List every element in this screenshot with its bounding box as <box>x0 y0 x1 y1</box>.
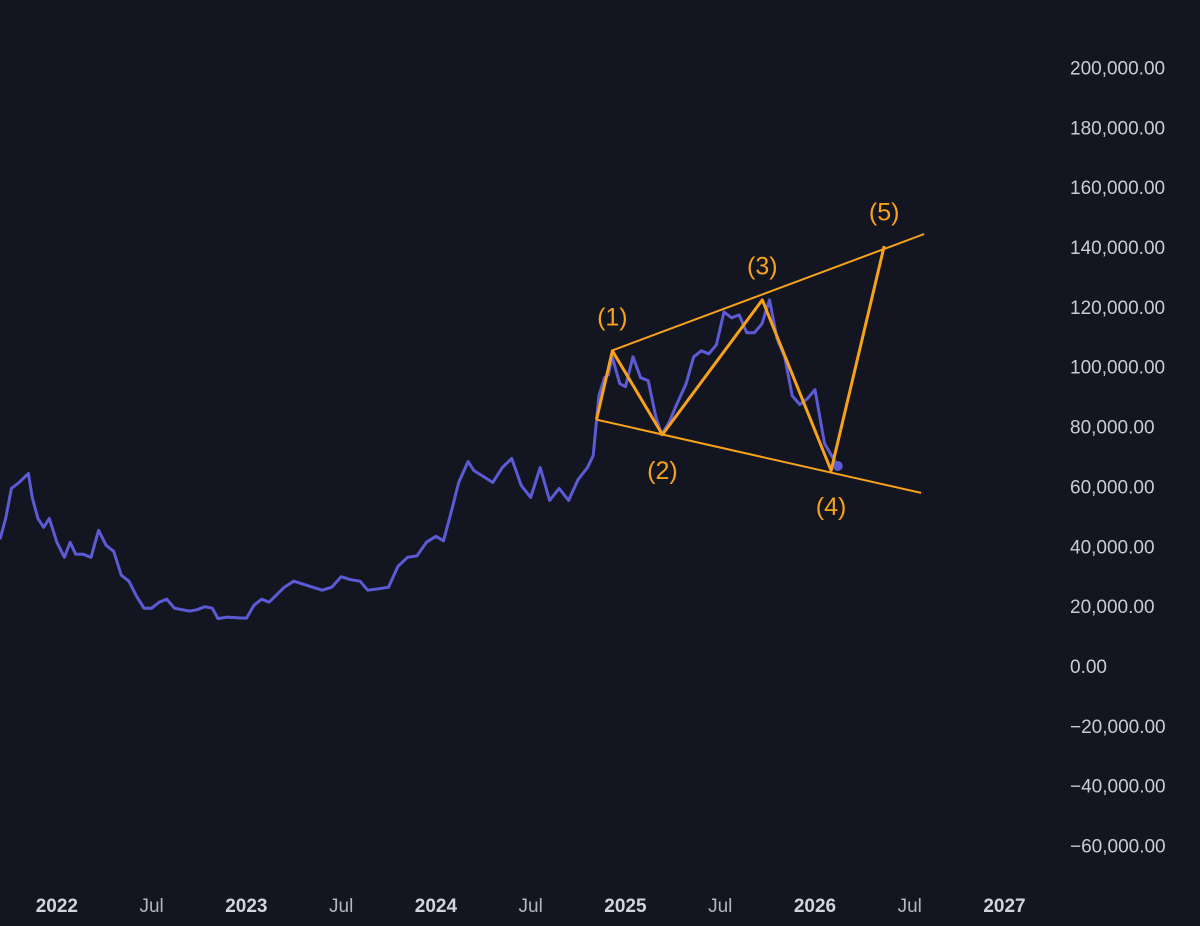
x-tick-label: Jul <box>519 896 543 917</box>
y-tick-label: 160,000.00 <box>1070 178 1165 199</box>
y-tick-label: 120,000.00 <box>1070 298 1165 319</box>
wave-line <box>595 245 886 472</box>
x-tick-label: 2024 <box>415 896 458 917</box>
x-tick-label: Jul <box>329 896 353 917</box>
y-tick-label: −60,000.00 <box>1070 837 1166 858</box>
channel-lower-line <box>596 418 922 494</box>
y-tick-label: 140,000.00 <box>1070 238 1165 259</box>
x-tick-label: 2025 <box>604 896 647 917</box>
y-tick-label: 200,000.00 <box>1070 58 1165 79</box>
x-tick-label: Jul <box>898 896 922 917</box>
wave-label: (1) <box>597 303 628 331</box>
y-tick-label: 20,000.00 <box>1070 597 1155 618</box>
x-tick-label: 2022 <box>36 896 78 917</box>
wave-label: (3) <box>747 252 778 280</box>
y-tick-label: 60,000.00 <box>1070 477 1155 498</box>
y-tick-label: 0.00 <box>1070 657 1107 678</box>
x-tick-label: 2026 <box>794 896 836 917</box>
y-tick-label: 80,000.00 <box>1070 418 1155 439</box>
x-tick-label: Jul <box>708 896 732 917</box>
y-tick-label: 100,000.00 <box>1070 358 1165 379</box>
wave-label: (5) <box>869 199 900 227</box>
channel-upper-line <box>611 233 925 352</box>
y-tick-label: −20,000.00 <box>1070 717 1166 738</box>
x-tick-label: 2023 <box>225 896 267 917</box>
x-tick-label: 2027 <box>983 896 1025 917</box>
x-tick-label: Jul <box>139 896 163 917</box>
wave-label: (2) <box>647 457 678 485</box>
price-line <box>0 298 839 621</box>
wave-label: (4) <box>816 493 847 521</box>
y-tick-label: −40,000.00 <box>1070 777 1166 798</box>
y-tick-label: 180,000.00 <box>1070 118 1165 139</box>
last-price-dot <box>832 460 843 471</box>
y-tick-label: 40,000.00 <box>1070 537 1155 558</box>
